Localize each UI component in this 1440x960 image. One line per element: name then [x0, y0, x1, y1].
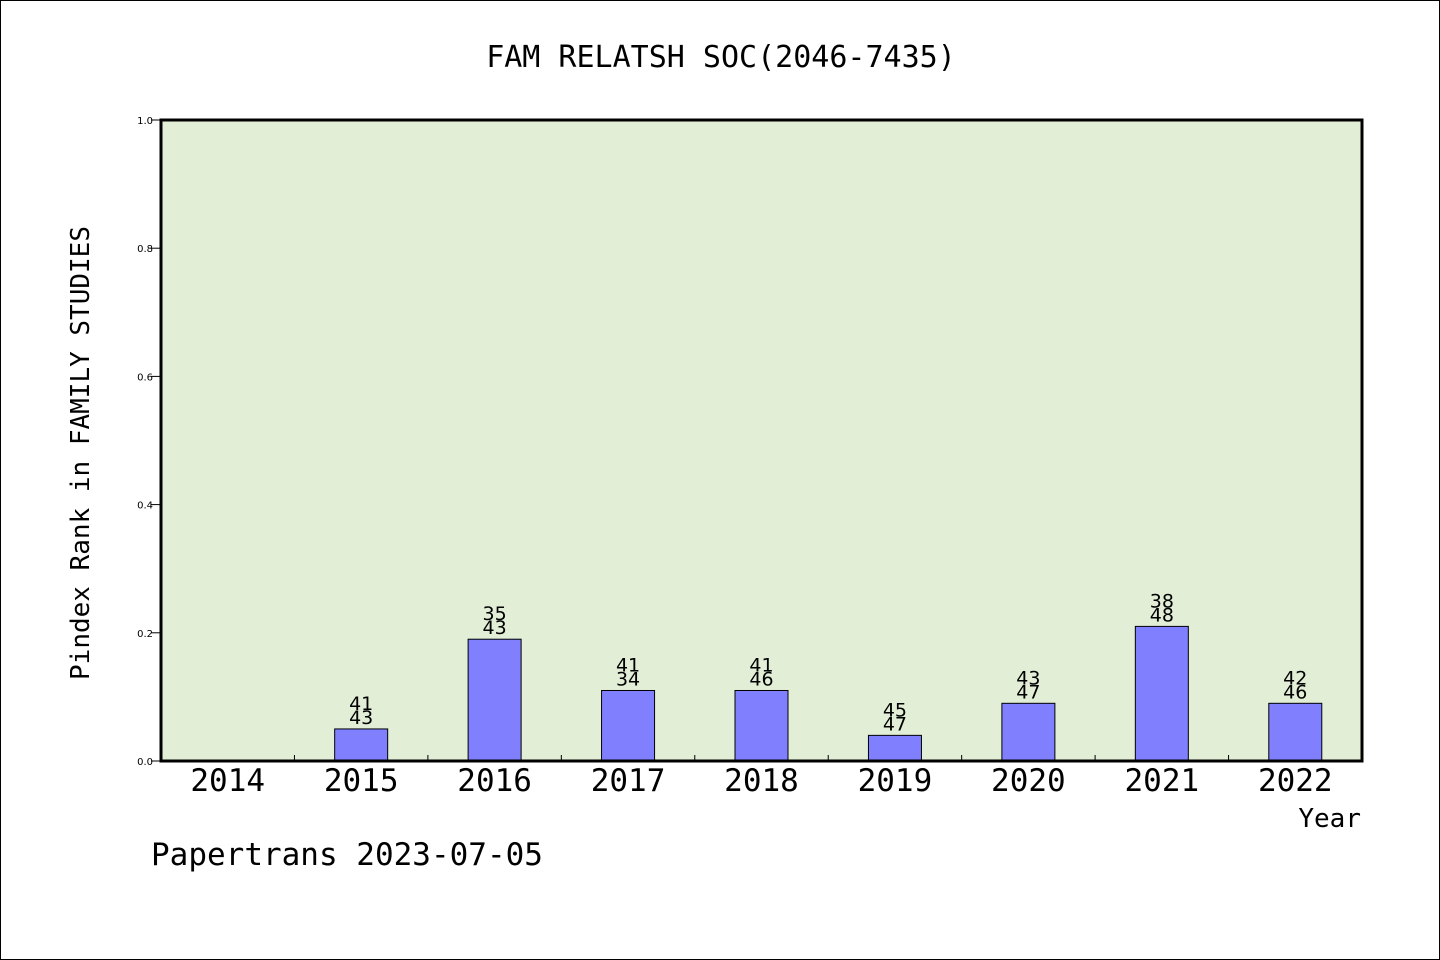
y-axis-label: Pindex Rank in FAMILY STUDIES — [66, 226, 96, 680]
x-axis: 2014 2015 2016 2017 2018 2019 2020 2021 2022 — [190, 755, 1333, 799]
bar-2021 — [1134, 625, 1189, 762]
bar-label-bottom: 47 — [1016, 681, 1040, 703]
bar-2016 — [467, 638, 522, 762]
bar-label-top: 45 — [883, 699, 907, 721]
bar-label-top: 42 — [1283, 667, 1307, 689]
bar-label-bottom: 43 — [483, 617, 507, 639]
x-tick-label: 2019 — [858, 763, 933, 799]
x-tick-label: 2020 — [991, 763, 1066, 799]
plot-border — [159, 118, 1364, 763]
y-tick-label: 1.0 — [137, 116, 153, 127]
bar-2017 — [601, 689, 656, 762]
x-tick-label: 2015 — [324, 763, 399, 799]
bar-label-bottom: 34 — [616, 668, 640, 690]
bar-label-top: 41 — [349, 693, 373, 715]
bar-label-bottom: 43 — [349, 707, 373, 729]
bars-group — [334, 625, 1323, 762]
bar-label-top: 41 — [749, 654, 773, 676]
x-tick-label: 2017 — [591, 763, 666, 799]
bar-2020 — [1001, 702, 1056, 762]
bar-label-top: 38 — [1150, 590, 1174, 612]
y-tick-label: 0.8 — [137, 244, 153, 255]
bar-label-top: 43 — [1016, 667, 1040, 689]
bar-label-top: 41 — [616, 654, 640, 676]
y-tick-label: 0.4 — [137, 501, 153, 512]
x-tick-label: 2022 — [1258, 763, 1333, 799]
y-axis: 0.0 0.2 0.4 0.6 0.8 1.0 — [137, 116, 161, 768]
x-axis-label: Year — [1298, 804, 1361, 834]
bar-label-bottom: 48 — [1150, 604, 1174, 626]
y-tick-label: 0.6 — [137, 372, 153, 383]
x-tick-label: 2014 — [190, 763, 265, 799]
x-tick-label: 2021 — [1125, 763, 1200, 799]
x-tick-label: 2016 — [457, 763, 532, 799]
bar-label-bottom: 46 — [1283, 681, 1307, 703]
bar-label-bottom: 47 — [883, 713, 907, 735]
x-tick-label: 2018 — [724, 763, 799, 799]
bar-2019 — [867, 734, 922, 762]
bar-2015 — [334, 728, 389, 762]
bar-label-bottom: 46 — [749, 668, 773, 690]
footer-watermark: Papertrans 2023-07-05 — [151, 837, 543, 873]
bar-2022 — [1268, 702, 1323, 762]
bar-2018 — [734, 689, 789, 762]
chart-title: FAM RELATSH SOC(2046-7435) — [486, 40, 956, 75]
y-tick-label: 0.2 — [137, 629, 153, 640]
y-tick-label: 0.0 — [137, 757, 153, 768]
bar-label-top: 35 — [483, 603, 507, 625]
